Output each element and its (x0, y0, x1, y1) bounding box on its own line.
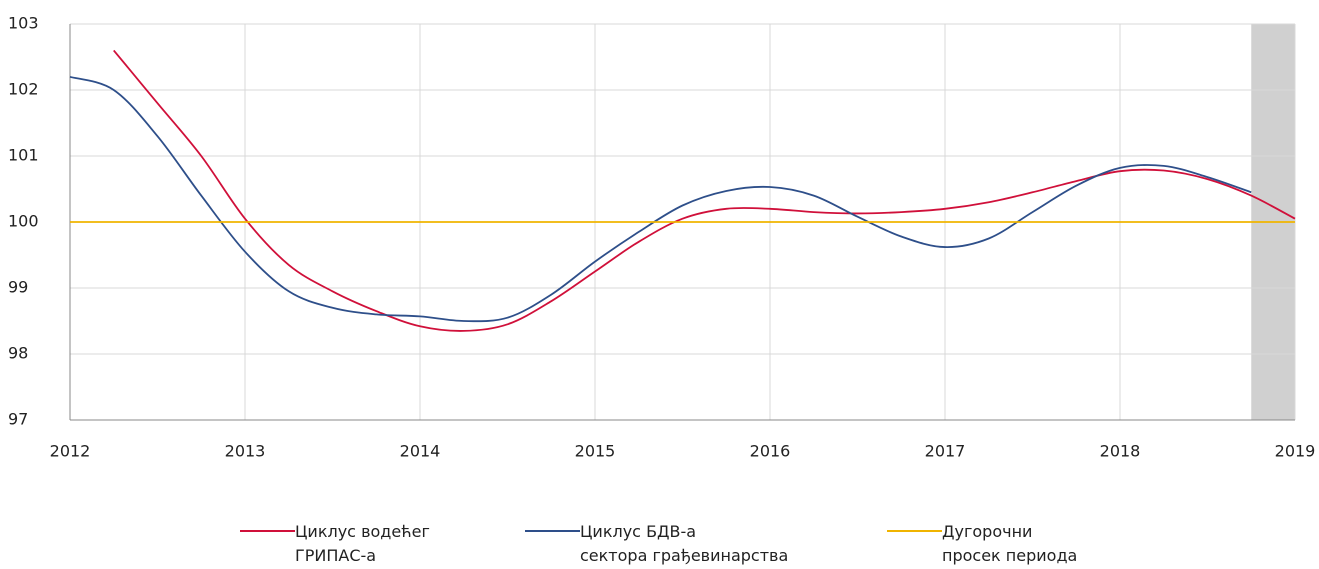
legend-item: Циклус БДВ-а сектора грађевинарства (525, 520, 788, 568)
x-tick-label: 2016 (750, 442, 791, 461)
x-tick-label: 2017 (925, 442, 966, 461)
x-tick-label: 2012 (50, 442, 91, 461)
y-tick-label: 102 (8, 80, 39, 99)
legend-item: Циклус водећег ГРИПАС-а (240, 520, 430, 568)
series-line (69, 75, 1252, 323)
y-tick-label: 97 (8, 410, 28, 429)
x-tick-label: 2013 (225, 442, 266, 461)
legend: Циклус водећег ГРИПАС-а Циклус БДВ-а сект… (0, 520, 1319, 569)
series-line (113, 49, 1296, 332)
y-tick-label: 99 (8, 278, 28, 297)
legend-swatch (525, 530, 580, 532)
x-tick-label: 2014 (400, 442, 441, 461)
x-tick-label: 2018 (1100, 442, 1141, 461)
y-tick-label: 98 (8, 344, 28, 363)
legend-label: Дугорочни просек периода (942, 522, 1078, 565)
y-tick-label: 103 (8, 14, 39, 33)
legend-swatch (887, 530, 942, 532)
y-tick-label: 101 (8, 146, 39, 165)
legend-label: Циклус водећег ГРИПАС-а (295, 522, 430, 565)
x-tick-label: 2015 (575, 442, 616, 461)
legend-item: Дугорочни просек периода (887, 520, 1077, 568)
chart: 97 98 99 100 101 102 103 2012 2013 2014 2015 2016 20… (8, 14, 1316, 461)
x-tick-label: 2019 (1275, 442, 1316, 461)
legend-swatch (240, 530, 295, 532)
legend-label: Циклус БДВ-а сектора грађевинарства (580, 522, 789, 565)
y-tick-label: 100 (8, 212, 39, 231)
